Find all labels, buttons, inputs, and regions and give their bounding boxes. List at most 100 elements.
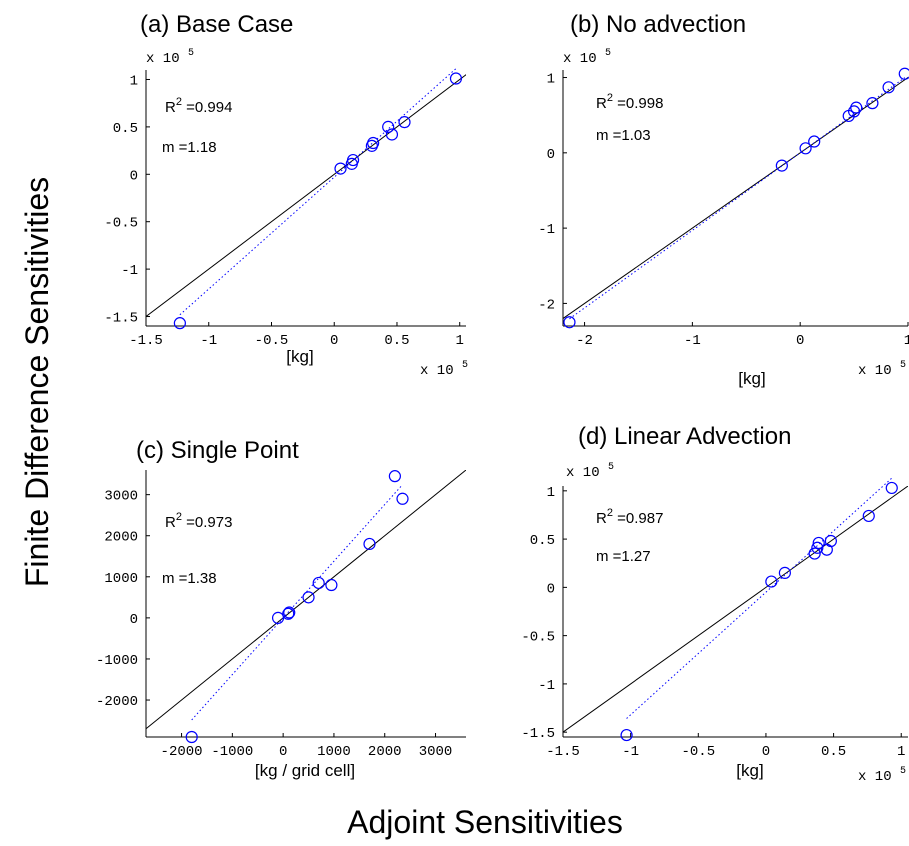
y-tick-label: -0.5 [521, 630, 555, 646]
y-tick-label: -1 [538, 222, 555, 238]
one-to-one-line [146, 470, 466, 730]
data-point [898, 67, 909, 80]
data-point [385, 128, 399, 141]
y-tick-label: 1000 [104, 571, 138, 587]
x-tick-label: 1 [456, 333, 464, 349]
data-point [185, 730, 198, 744]
data-point [866, 97, 879, 110]
x-tick-label: -1 [622, 744, 639, 760]
data-point [885, 481, 898, 495]
panel-x-label: [kg] [286, 347, 313, 366]
y-tick-label: -1 [538, 678, 555, 694]
slope-label: m =1.38 [162, 570, 217, 587]
panel-x-label: [kg] [738, 369, 765, 388]
data-point [812, 536, 825, 550]
data-point [398, 116, 411, 129]
fit-line [626, 477, 893, 719]
x-tick-label: 0.5 [821, 744, 846, 760]
x-tick-label: 0 [796, 333, 804, 349]
y-tick-label: -1.5 [521, 726, 555, 742]
data-point [449, 72, 463, 85]
x-tick-label: -1000 [211, 744, 253, 760]
fit-line [179, 68, 457, 316]
data-point [799, 142, 812, 155]
one-to-one-line [563, 486, 908, 733]
slope-label: m =1.18 [162, 139, 217, 156]
x-tick-label: -1 [200, 333, 217, 349]
x-tick-label: -2 [576, 333, 593, 349]
r-squared-label: R2 =0.998 [596, 92, 663, 112]
y-tick-label: 0.5 [113, 121, 138, 137]
y-tick-label: 0.5 [530, 533, 555, 549]
data-point [775, 159, 788, 172]
x-tick-label: -1 [684, 333, 701, 349]
y-tick-label: 1 [547, 485, 555, 501]
panel-0: -1.5 -1 -0.5 0 0.5 1 -1.5 -1 -0.5 0 0.5 1 (a) Base C… [104, 11, 468, 379]
fit-line [569, 77, 906, 320]
x-tick-label: 0 [279, 744, 287, 760]
y-tick-label: -2000 [96, 694, 138, 710]
x-tick-label: -2000 [161, 744, 203, 760]
data-point [382, 120, 395, 133]
r-squared-label: R2 =0.987 [596, 507, 663, 527]
panel-x-label: [kg] [736, 761, 763, 780]
data-point [811, 541, 824, 554]
x-tick-label: 3000 [419, 744, 453, 760]
data-point [850, 101, 863, 114]
figure-y-label: Finite Difference Sensitivities [19, 177, 55, 587]
x-tick-label: -1.5 [129, 333, 163, 349]
panel-3: -1.5 -1 -0.5 0 0.5 1 -1.5 -1 -0.5 0 0.5 1 (d) Linear… [521, 423, 908, 785]
one-to-one-line [146, 74, 466, 318]
data-point [282, 607, 295, 620]
y-tick-label: 2000 [104, 530, 138, 546]
panel-title: (c) Single Point [136, 437, 299, 464]
data-point [765, 575, 778, 588]
data-point [325, 578, 338, 592]
panel-x-label: [kg / grid cell] [255, 761, 355, 780]
data-point [334, 162, 347, 175]
panel-title: (b) No advection [570, 11, 746, 38]
y-tick-label: -1.5 [104, 311, 138, 327]
y-tick-label: 0 [130, 612, 138, 628]
y-tick-label: 1 [547, 72, 555, 88]
x-tick-label: 0 [330, 333, 338, 349]
y-tick-label: 0 [547, 147, 555, 163]
panels: -1.5 -1 -0.5 0 0.5 1 -1.5 -1 -0.5 0 0.5 1 (a) Base C… [96, 11, 909, 785]
data-point [396, 492, 409, 505]
data-point [173, 317, 186, 330]
r-squared-label: R2 =0.994 [165, 96, 232, 116]
data-point [283, 606, 296, 619]
data-point [312, 576, 325, 590]
x-exponent-label: x 10 5 [858, 360, 906, 379]
panel-2: -2000 -1000 0 1000 2000 3000 -2000 -1000 0 1000 20… [96, 437, 466, 780]
r-squared-label: R2 =0.973 [165, 511, 232, 531]
data-point [367, 136, 380, 150]
x-tick-label: -0.5 [681, 744, 715, 760]
y-exponent-label: x 10 5 [563, 48, 611, 67]
x-tick-label: 1 [904, 333, 909, 349]
data-point [778, 566, 791, 579]
data-point [862, 509, 875, 523]
data-point [346, 153, 360, 167]
data-point [620, 728, 633, 742]
x-exponent-label: x 10 5 [858, 766, 906, 785]
y-tick-label: 0 [130, 168, 138, 184]
data-point [882, 81, 895, 94]
one-to-one-line [563, 76, 908, 320]
data-point [563, 316, 576, 329]
panel-title: (d) Linear Advection [578, 423, 791, 450]
figure-x-label: Adjoint Sensitivities [347, 804, 623, 840]
data-point [302, 591, 315, 604]
y-tick-label: -1 [121, 263, 138, 279]
y-tick-label: -1000 [96, 653, 138, 669]
y-tick-label: 1 [130, 73, 138, 89]
fit-line [191, 484, 403, 721]
y-tick-label: -2 [538, 297, 555, 313]
x-tick-label: 1000 [317, 744, 351, 760]
x-tick-label: -0.5 [255, 333, 289, 349]
slope-label: m =1.03 [596, 127, 651, 144]
y-tick-label: 0 [547, 581, 555, 597]
data-point [808, 547, 821, 560]
x-tick-label: 2000 [368, 744, 402, 760]
